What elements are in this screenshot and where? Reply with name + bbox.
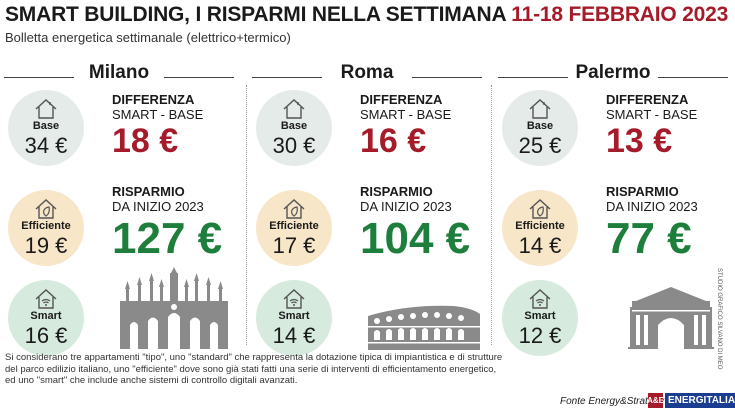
source-note: Fonte Energy&Strategy [560, 396, 664, 407]
risparmio-title: RISPARMIO [360, 184, 433, 199]
page-title: SMART BUILDING, I RISPARMI NELLA SETTIMA… [5, 3, 728, 27]
palermo-gate-icon [628, 287, 714, 349]
base-label: Base [280, 120, 308, 132]
column-divider [246, 85, 247, 345]
city-header: Roma [250, 62, 484, 84]
base-value: 30 € [272, 133, 316, 158]
risparmio-label: RISPARMIO DA INIZIO 2023 [112, 184, 204, 214]
base-label: Base [32, 120, 60, 132]
smart-circle: Smart 14 € [256, 280, 332, 356]
brand-logo: A&E ENERGITALIA [647, 391, 735, 409]
city-panel-roma: Roma Base 30 € Efficiente 17 € Smart 14 … [250, 62, 484, 356]
smart-circle: Smart 12 € [502, 280, 578, 356]
colosseum-icon [368, 305, 480, 350]
efficiente-label: Efficiente [269, 220, 319, 232]
differenza-value: 18 € [112, 122, 179, 160]
city-name: Palermo [575, 62, 651, 83]
risparmio-subtitle: DA INIZIO 2023 [606, 199, 698, 214]
differenza-subtitle: SMART - BASE [360, 107, 452, 122]
smart-label: Smart [278, 310, 310, 322]
house-icon [529, 99, 551, 119]
efficiente-value: 14 € [518, 233, 562, 258]
differenza-title: DIFFERENZA [606, 92, 689, 107]
differenza-label: DIFFERENZA SMART - BASE [112, 92, 203, 122]
differenza-title: DIFFERENZA [112, 92, 195, 107]
efficiente-value: 17 € [272, 233, 316, 258]
risparmio-value: 127 € [112, 214, 223, 263]
city-panel-palermo: Palermo Base 25 € Efficiente 14 € Smart … [496, 62, 730, 356]
differenza-subtitle: SMART - BASE [606, 107, 698, 122]
house-leaf-icon [283, 199, 305, 219]
base-circle: Base 25 € [502, 90, 578, 166]
column-divider [491, 85, 492, 345]
base-value: 34 € [24, 133, 68, 158]
house-icon [283, 99, 305, 119]
page-subtitle: Bolletta energetica settimanale (elettri… [5, 30, 291, 45]
smart-value: 14 € [272, 323, 316, 348]
city-panel-milano: Milano Base 34 € Efficiente 19 € Smart 1… [2, 62, 236, 356]
risparmio-value: 77 € [606, 214, 692, 263]
differenza-title: DIFFERENZA [360, 92, 443, 107]
house-wifi-icon [35, 289, 57, 309]
header-rule-left [4, 77, 74, 78]
header-rule-right [658, 77, 728, 78]
brand-name: ENERGITALIA [665, 392, 735, 408]
differenza-value: 13 € [606, 122, 673, 160]
base-label: Base [526, 120, 554, 132]
base-circle: Base 30 € [256, 90, 332, 166]
smart-label: Smart [524, 310, 556, 322]
header-rule-left [498, 77, 568, 78]
house-icon [35, 99, 57, 119]
brand-mark-icon: A&E [647, 392, 664, 408]
city-header: Milano [2, 62, 236, 84]
footnote: Si considerano tre appartamenti "tipo", … [5, 352, 503, 386]
efficiente-value: 19 € [24, 233, 68, 258]
risparmio-label: RISPARMIO DA INIZIO 2023 [606, 184, 698, 214]
smart-label: Smart [30, 310, 62, 322]
differenza-value: 16 € [360, 122, 427, 160]
smart-value: 12 € [518, 323, 562, 348]
city-name: Roma [340, 62, 394, 83]
efficiente-label: Efficiente [21, 220, 71, 232]
title-main: SMART BUILDING, I RISPARMI NELLA SETTIMA… [5, 3, 506, 26]
efficiente-circle: Efficiente 19 € [8, 190, 84, 266]
graphic-credit: STUDIO GRAFICO SILVANO DI MEO [716, 268, 722, 370]
city-header: Palermo [496, 62, 730, 84]
base-value: 25 € [518, 133, 562, 158]
efficiente-label: Efficiente [515, 220, 565, 232]
risparmio-title: RISPARMIO [606, 184, 679, 199]
differenza-label: DIFFERENZA SMART - BASE [360, 92, 451, 122]
efficiente-circle: Efficiente 17 € [256, 190, 332, 266]
header-rule-left [252, 77, 322, 78]
risparmio-subtitle: DA INIZIO 2023 [360, 199, 452, 214]
house-wifi-icon [529, 289, 551, 309]
smart-value: 16 € [24, 323, 68, 348]
header-rule-right [164, 77, 234, 78]
house-leaf-icon [529, 199, 551, 219]
efficiente-circle: Efficiente 14 € [502, 190, 578, 266]
risparmio-label: RISPARMIO DA INIZIO 2023 [360, 184, 452, 214]
house-leaf-icon [35, 199, 57, 219]
risparmio-title: RISPARMIO [112, 184, 185, 199]
differenza-label: DIFFERENZA SMART - BASE [606, 92, 697, 122]
header-rule-right [412, 77, 482, 78]
house-wifi-icon [283, 289, 305, 309]
smart-circle: Smart 16 € [8, 280, 84, 356]
risparmio-value: 104 € [360, 214, 471, 263]
milan-cathedral-icon [120, 267, 228, 349]
base-circle: Base 34 € [8, 90, 84, 166]
title-date: 11-18 FEBBRAIO 2023 [511, 3, 729, 26]
differenza-subtitle: SMART - BASE [112, 107, 204, 122]
risparmio-subtitle: DA INIZIO 2023 [112, 199, 204, 214]
city-name: Milano [88, 62, 150, 83]
